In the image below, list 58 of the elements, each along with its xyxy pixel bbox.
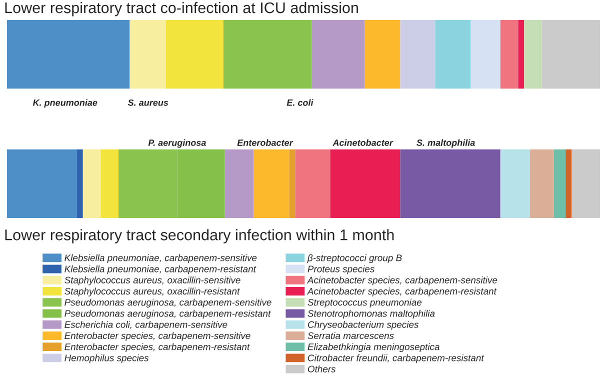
legend-label: Elizabethkingia meningoseptica xyxy=(308,343,440,352)
annotation: P. aeruginosa xyxy=(148,139,206,148)
legend-label: Staphylococcus aureus, oxacillin-sensitive xyxy=(64,276,240,286)
bar xyxy=(364,20,400,89)
legend-label: Staphylococcus aureus, oxacillin-resistant xyxy=(64,288,240,296)
legend-label: Acinetobacter species, carbapenem-sensitive xyxy=(306,276,498,286)
bar xyxy=(554,149,566,218)
annotation: S. aureus xyxy=(128,99,168,106)
legend-label: β-streptococci group B xyxy=(307,254,402,264)
bar xyxy=(500,149,530,218)
bar xyxy=(254,149,290,218)
bar xyxy=(312,20,365,89)
bar xyxy=(524,20,542,89)
bar xyxy=(566,149,572,218)
annotation: K. pneumoniae xyxy=(32,99,98,108)
bar xyxy=(100,149,118,218)
bar xyxy=(530,149,554,218)
legend-label: Enterobacter species, carbapenem-sensitive xyxy=(64,332,250,341)
bar xyxy=(400,149,500,218)
legend-label: Streptococcus pneumoniae xyxy=(308,298,422,308)
bar xyxy=(572,149,600,218)
bar xyxy=(500,20,518,89)
annotation: S. maltophilia xyxy=(416,139,475,148)
bar xyxy=(400,20,436,89)
annotation: Enterobacter xyxy=(237,139,294,146)
annotation: E. coli xyxy=(286,99,314,106)
bar xyxy=(470,20,500,89)
bar xyxy=(289,149,296,218)
bar xyxy=(166,20,224,89)
bar xyxy=(330,149,400,218)
legend-label: Stenotrophomonas maltophilia xyxy=(308,310,435,319)
bar xyxy=(435,20,471,89)
annotation: Acinetobacter xyxy=(332,139,394,146)
legend-label: Chryseobacterium species xyxy=(308,320,419,330)
legend-label: Pseudomonas aeruginosa, carbapenem-sensitive xyxy=(64,298,272,308)
bar xyxy=(518,20,524,89)
legend-label: Acinetobacter species, carbapenem-resistant xyxy=(306,288,497,296)
legend-label: Enterobacter species, carbapenem-resistant xyxy=(64,343,250,352)
bar xyxy=(76,149,83,218)
legend-label: Proteus species xyxy=(308,265,374,274)
legend-label: Klebsiella pneumoniae, carbapenem-resistant xyxy=(64,265,256,274)
bar xyxy=(223,20,312,89)
legend-label: Pseudomonas aeruginosa, carbapenem-resistant xyxy=(64,310,271,319)
legend-label: Others xyxy=(308,365,336,372)
bar xyxy=(82,149,101,218)
text: Lower respiratory tract co-infection at ICU admission xyxy=(5,2,358,16)
bar xyxy=(224,149,254,218)
bar xyxy=(295,149,330,218)
bar xyxy=(7,20,130,89)
legend-label: Escherichia coli, carbapenem-sensitive xyxy=(64,320,228,330)
x-axis-title: Lower respiratory tract secondary infection within 1 month xyxy=(5,229,394,244)
legend-label: Citrobacter freundii, carbapenem-resistant xyxy=(308,354,484,364)
bar xyxy=(130,20,166,89)
bar xyxy=(7,149,77,218)
legend-label: Hemophilus species xyxy=(64,354,149,364)
legend-label: Serratia marcescens xyxy=(308,332,394,340)
legend-label: Klebsiella pneumoniae, carbapenem-sensitive xyxy=(64,254,257,264)
bar xyxy=(542,20,600,89)
